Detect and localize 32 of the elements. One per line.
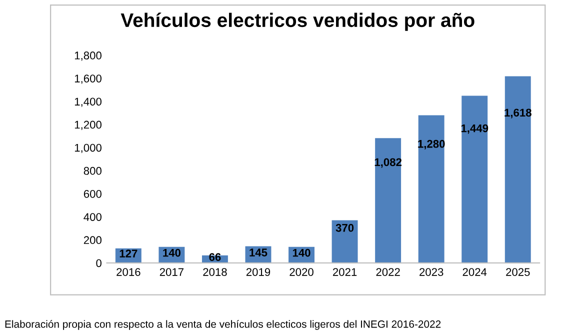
y-tick-label: 1,200 — [74, 120, 102, 130]
bar — [375, 138, 402, 263]
y-tick-label: 1,400 — [74, 98, 102, 107]
bar — [462, 96, 488, 263]
y-tick-label: 0 — [96, 259, 102, 268]
y-tick-label: 200 — [84, 236, 102, 244]
y-tick-label: 1,000 — [74, 144, 102, 154]
x-tick-label: 2025 — [506, 268, 530, 276]
data-label: 127 — [120, 250, 138, 258]
x-tick-label: 2023 — [420, 268, 444, 276]
data-label: 370 — [336, 224, 354, 232]
y-tick-label: 600 — [84, 190, 102, 198]
y-tick-label: 800 — [84, 166, 102, 175]
bar — [504, 76, 531, 263]
text: Elaboración propia con respecto a la venta de vehículos electicos ligeros del INEGI 2016-2022 — [5, 320, 441, 330]
data-label: 140 — [292, 248, 310, 257]
y-tick-label: 400 — [84, 213, 102, 221]
y-tick-label: 1,600 — [74, 74, 102, 84]
data-label: 140 — [163, 248, 181, 257]
bar — [332, 220, 358, 263]
x-tick-label: 2022 — [376, 268, 400, 276]
data-label: 145 — [250, 248, 268, 256]
y-tick-label: 1,800 — [74, 52, 102, 61]
x-tick-label: 2021 — [332, 268, 357, 276]
bar — [418, 115, 444, 263]
chart-title: Vehículos electricos vendidos por año — [120, 12, 474, 31]
x-tick-label: 2020 — [290, 268, 314, 276]
x-tick-label: 2018 — [203, 268, 227, 276]
x-tick-label: 2017 — [160, 268, 184, 276]
x-tick-label: 2019 — [246, 268, 270, 276]
x-tick-label: 2024 — [462, 268, 487, 276]
x-tick-label: 2016 — [116, 268, 140, 276]
